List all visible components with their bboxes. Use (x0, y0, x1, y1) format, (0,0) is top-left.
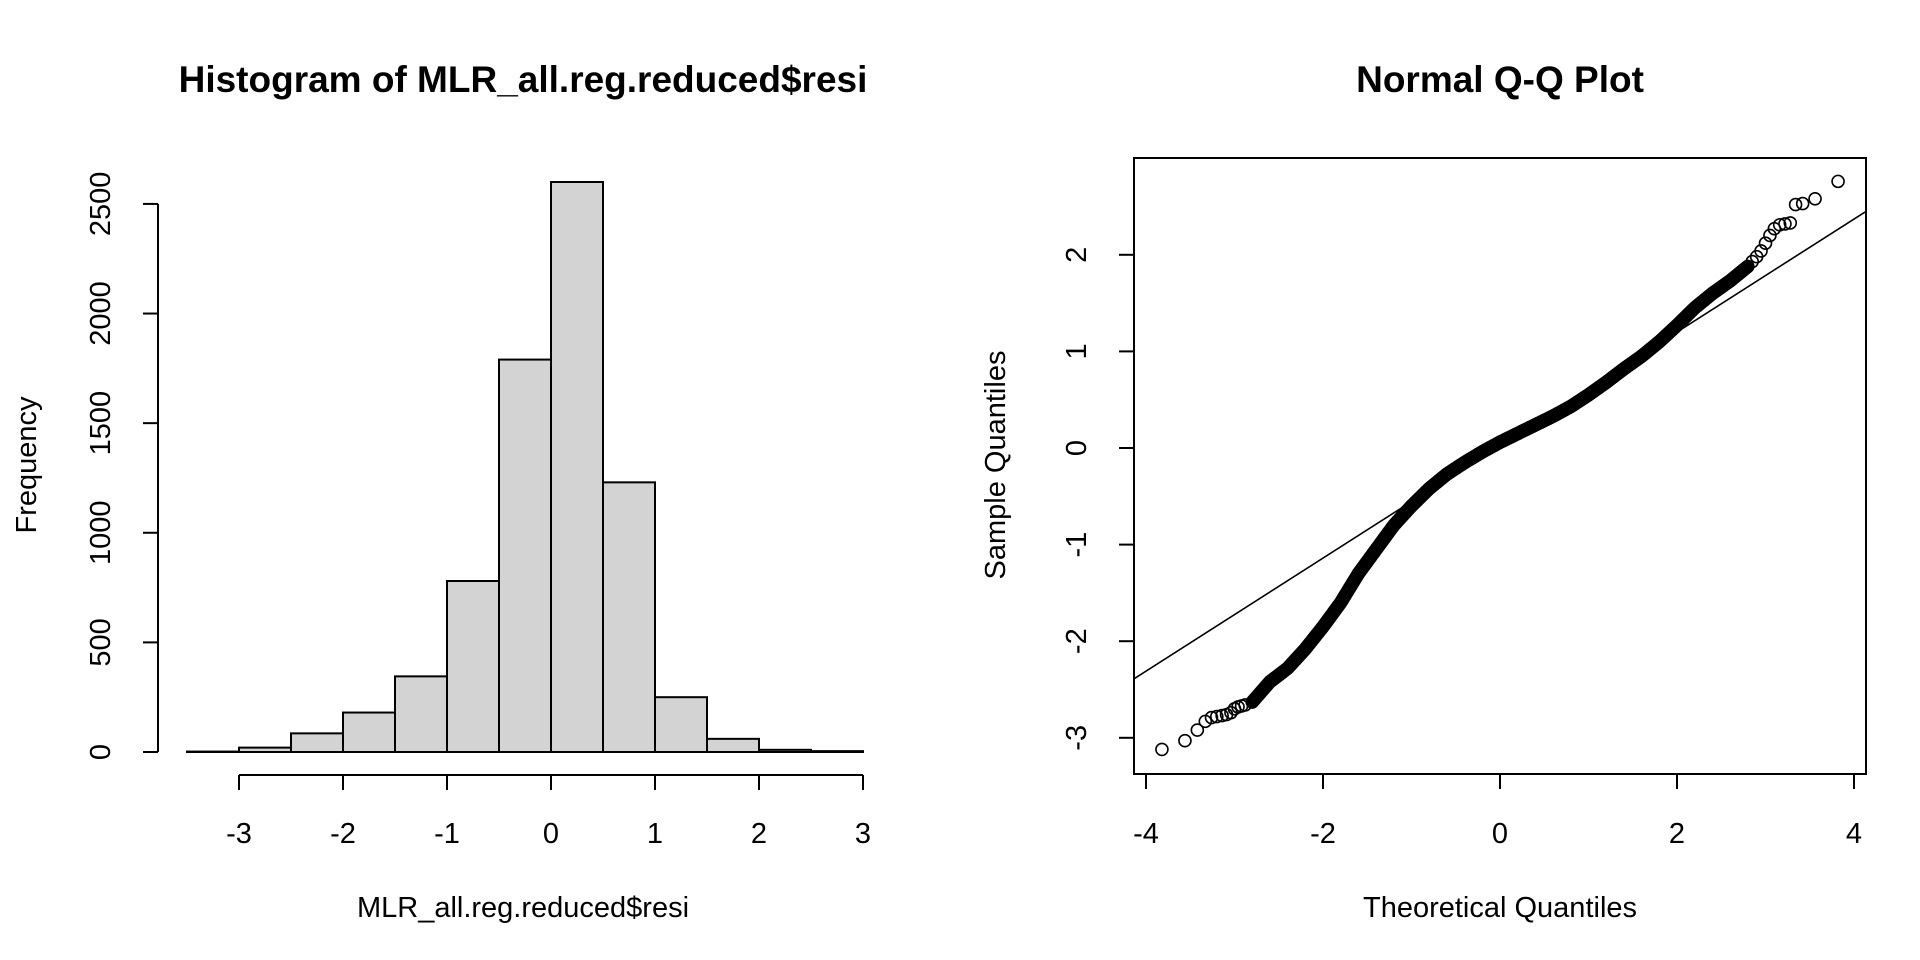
qq-y-tick-label: 1 (1061, 343, 1093, 359)
histogram-bar (602, 481, 656, 753)
histogram-bar (394, 675, 448, 753)
histogram-bar (290, 732, 344, 753)
qq-point (1745, 254, 1760, 269)
qq-point (1190, 723, 1205, 737)
qq-point (1178, 733, 1192, 748)
qq-point (1758, 236, 1773, 251)
qq-x-tick-label: 4 (1846, 818, 1862, 850)
histogram-y-tick-label: 2500 (85, 172, 117, 237)
histogram-x-tick-label: -3 (226, 818, 252, 850)
qq-point (1210, 709, 1224, 724)
qq-y-tick-label: -3 (1061, 725, 1093, 751)
qq-x-tick-label: -4 (1133, 818, 1159, 850)
histogram-bar (238, 746, 292, 753)
histogram-x-tick-label: 3 (855, 818, 871, 850)
histogram-x-tick-label: -1 (434, 818, 460, 850)
qq-point (1795, 196, 1810, 211)
qq-point (1763, 228, 1777, 243)
histogram-x-tick-label: 0 (543, 818, 559, 850)
qq-panel: Normal Q-Q Plot Theoretical Quantiles Sa… (980, 59, 1867, 924)
histogram-y-tick-label: 2000 (85, 281, 117, 346)
histogram-x-tick-label: 2 (751, 818, 767, 850)
qq-y-axis: -3 -2 -1 0 1 2 (1061, 247, 1135, 751)
qq-y-tick-label: -2 (1061, 628, 1093, 654)
qq-point (1204, 710, 1219, 725)
qq-y-label: Sample Quantiles (980, 351, 1012, 580)
qq-point (1238, 698, 1252, 712)
qq-point (1741, 259, 1755, 274)
qq-y-tick-label: -1 (1061, 532, 1093, 558)
qq-y-tick-label: 2 (1061, 247, 1093, 263)
qq-point (1778, 217, 1792, 231)
histogram-y-tick-label: 1500 (85, 391, 117, 456)
qq-point (1155, 742, 1169, 757)
histogram-y-tick-label: 1000 (85, 501, 117, 566)
histogram-x-label: MLR_all.reg.reduced$resi (357, 892, 689, 924)
qq-point (1808, 191, 1822, 206)
qq-x-tick-label: 0 (1492, 818, 1508, 850)
histogram-title: Histogram of MLR_all.reg.reduced$resi (179, 59, 868, 100)
histogram-y-label: Frequency (11, 396, 43, 534)
histogram-bar (342, 711, 396, 753)
histogram-y-tick-label: 500 (85, 618, 117, 666)
histogram-x-axis: -3 -2 -1 0 1 2 3 (226, 774, 871, 850)
histogram-bars (186, 181, 864, 754)
histogram-bar (446, 580, 500, 753)
qq-point (1783, 216, 1798, 230)
qq-point (1754, 244, 1768, 258)
histogram-x-tick-label: -2 (330, 818, 356, 850)
qq-x-tick-label: 2 (1669, 818, 1685, 850)
qq-point (1831, 174, 1845, 189)
histogram-bar (810, 750, 864, 753)
histogram-x-tick-label: 1 (647, 818, 663, 850)
histogram-bar (654, 696, 708, 754)
qq-x-label: Theoretical Quantiles (1363, 892, 1637, 924)
qq-x-tick-label: -2 (1310, 818, 1336, 850)
qq-points (1155, 174, 1845, 757)
qq-x-axis: -4 -2 0 2 4 (1133, 773, 1862, 850)
histogram-panel: Histogram of MLR_all.reg.reduced$resi ML… (11, 59, 871, 924)
histogram-bar (758, 748, 812, 753)
qq-point (1772, 218, 1787, 232)
histogram-bar (550, 181, 604, 753)
histogram-bar (498, 358, 552, 753)
qq-point (1788, 197, 1803, 212)
histogram-y-tick-label: 0 (85, 744, 117, 760)
qq-title: Normal Q-Q Plot (1356, 59, 1644, 100)
histogram-y-axis: 0 500 1000 1500 2000 2500 (85, 172, 159, 760)
histogram-bar (706, 737, 760, 753)
qq-y-tick-label: 0 (1061, 440, 1093, 456)
